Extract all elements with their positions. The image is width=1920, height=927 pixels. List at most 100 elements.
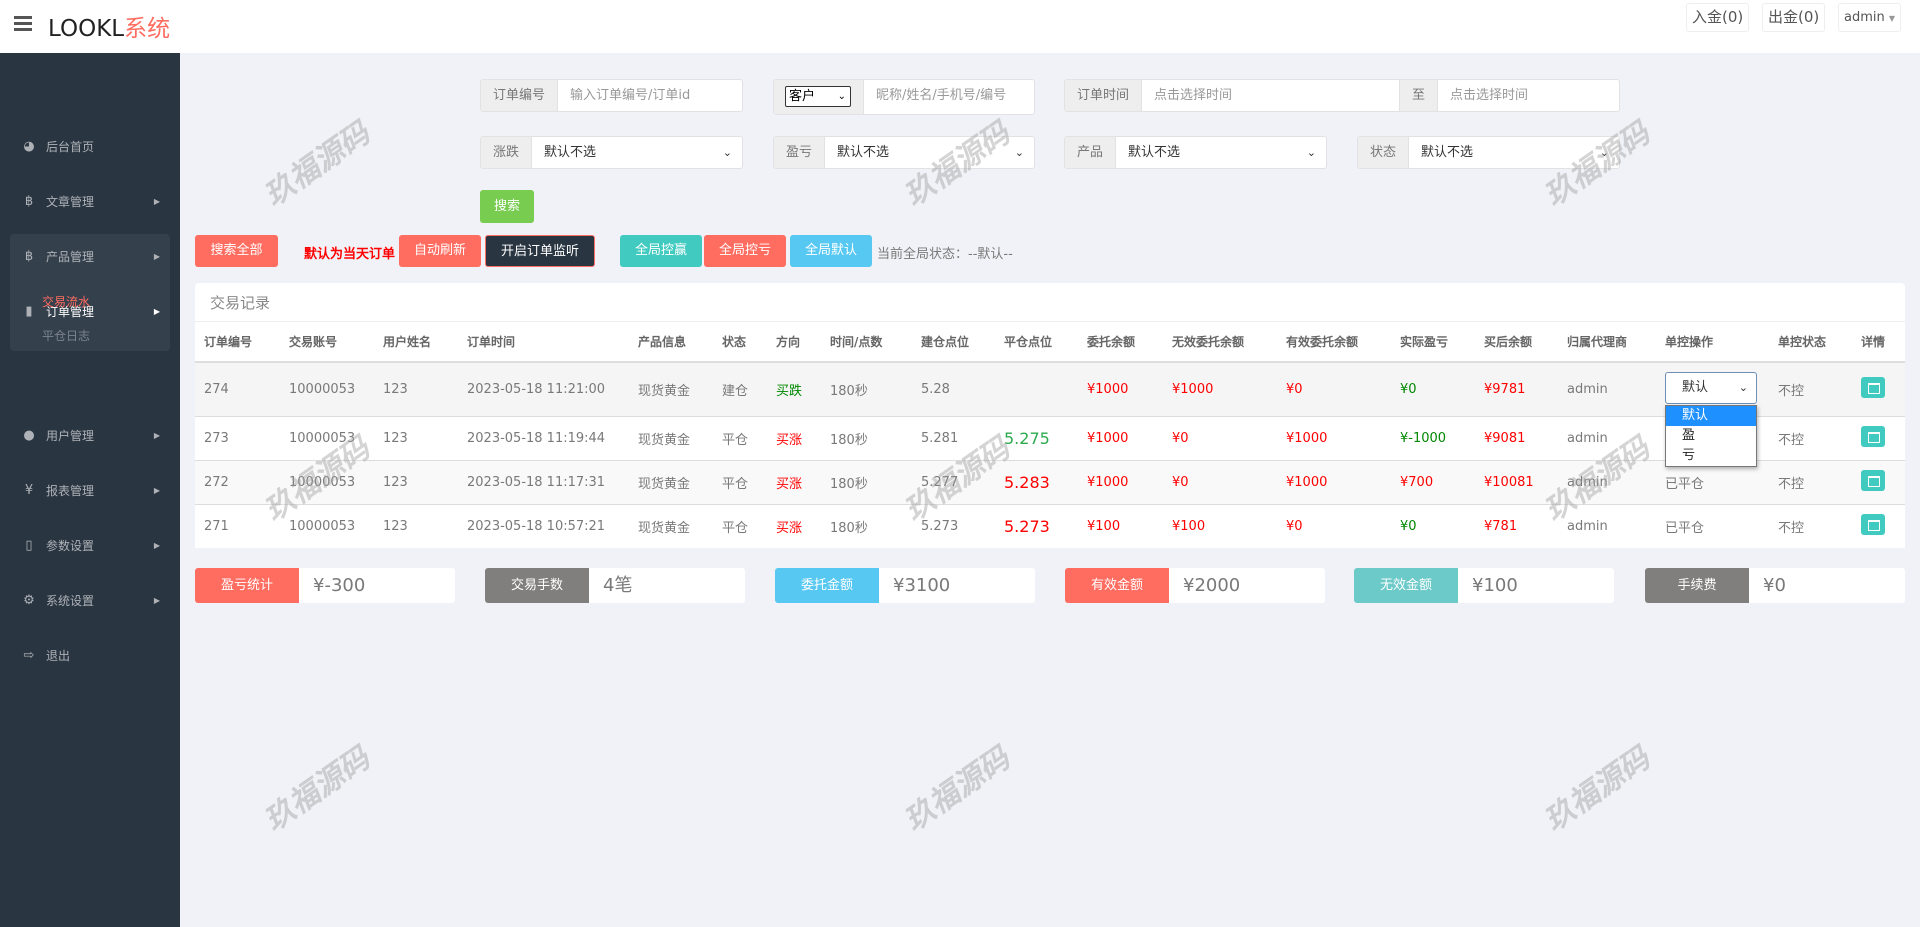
control-select[interactable]: 默认 ⌄ [1665, 372, 1757, 404]
table-row: 271 10000053 123 2023-05-18 10:57:21 现货黄金 平仓买… [195, 504, 1905, 548]
user-menu[interactable]: admin ▼ [1838, 3, 1902, 32]
column-header: 详情 [1852, 321, 1905, 363]
table-cell: 不控 [1769, 416, 1852, 461]
column-header: 交易账号 [280, 321, 374, 363]
deposit-button[interactable]: 入金(0) [1686, 3, 1750, 32]
option-win[interactable]: 盈 [1682, 428, 1696, 443]
order-no-filter: 订单编号 输入订单编号/订单id [480, 79, 743, 112]
control-dropdown: 默认 盈 亏 [1665, 405, 1757, 467]
chevron-down-icon: ⌄ [837, 91, 846, 102]
global-default-button[interactable]: 全局默认 [790, 235, 872, 267]
column-header: 无效委托余额 [1163, 321, 1277, 363]
table-cell: 现货黄金 [629, 416, 713, 461]
table-cell: 5.28 [912, 361, 995, 417]
chevron-down-icon: ⌄ [1306, 146, 1316, 159]
table-cell: admin [1558, 504, 1656, 548]
sidebar-item-logout[interactable]: ⇨ 退出 [10, 635, 170, 675]
control-select-value: 默认 [1682, 380, 1709, 395]
order-time-label: 订单时间 [1065, 80, 1143, 111]
column-header: 单控状态 [1769, 321, 1852, 363]
table-cell: 10000053 [280, 504, 374, 548]
table-cell: ¥1000 [1078, 460, 1163, 505]
detail-icon[interactable] [1861, 513, 1885, 535]
column-header: 状态 [713, 321, 767, 363]
table-cell [1852, 460, 1905, 505]
order-no-label: 订单编号 [481, 80, 559, 111]
table-cell: 2023-05-18 11:17:31 [458, 460, 629, 505]
option-default[interactable]: 默认 [1666, 406, 1756, 426]
table-cell: 买涨 [767, 460, 821, 505]
table-cell: 5.281 [912, 416, 995, 461]
sidebar-item-params[interactable]: ▯ 参数设置 ▶ [10, 525, 170, 565]
table-cell: ¥700 [1391, 460, 1475, 505]
table-cell: 272 [195, 460, 280, 505]
caret-right-icon: ▶ [153, 251, 160, 261]
detail-icon[interactable] [1861, 376, 1885, 398]
logo-accent: 系统 [124, 16, 171, 42]
start-time-input[interactable]: 点击选择时间 [1154, 88, 1233, 103]
table-cell: 平仓 [713, 416, 767, 461]
caret-right-icon: ▶ [153, 430, 160, 440]
sidebar-item-articles[interactable]: ฿ 文章管理 ▶ [10, 181, 170, 221]
option-loss[interactable]: 亏 [1682, 448, 1696, 463]
end-time-input[interactable]: 点击选择时间 [1450, 88, 1529, 103]
customer-type-select[interactable]: 客户 ⌄ [785, 86, 851, 107]
detail-icon[interactable] [1861, 426, 1885, 447]
product-select[interactable]: 默认不选 ⌄ [1116, 137, 1326, 168]
stat-value: ¥3100 [893, 575, 951, 596]
table-cell: 现货黄金 [629, 361, 713, 417]
user-name: admin [1844, 10, 1885, 25]
sidebar-item-home[interactable]: ◕ 后台首页 [10, 126, 170, 166]
stat-label: 手续费 [1645, 568, 1749, 603]
sidebar-item-label: 产品管理 [46, 249, 95, 264]
table-cell: ¥100 [1078, 504, 1163, 548]
chevron-down-icon: ⌄ [1738, 381, 1748, 394]
rise-fall-select[interactable]: 默认不选 ⌄ [532, 137, 742, 168]
table-cell: 买涨 [767, 416, 821, 461]
stat-label: 盈亏统计 [195, 568, 299, 603]
sidebar-item-users[interactable]: ● 用户管理 ▶ [10, 415, 170, 455]
order-monitor-button[interactable]: 开启订单监听 [485, 235, 595, 267]
sidebar-item-label: 后台首页 [46, 139, 95, 154]
table-cell: 已平仓 [1656, 504, 1769, 548]
copy-icon: ▯ [25, 537, 33, 553]
auto-refresh-button[interactable]: 自动刷新 [399, 235, 481, 267]
stat-value: ¥2000 [1183, 575, 1241, 596]
withdraw-button[interactable]: 出金(0) [1762, 3, 1826, 32]
status-value: 默认不选 [1421, 145, 1474, 160]
order-no-input[interactable]: 输入订单编号/订单id [570, 88, 691, 103]
sidebar: ◕ 后台首页 ฿ 文章管理 ▶ ฿ 产品管理 ▶ ▮ 订单管理 ▶ ● 用户管理 ▶ ¥ 报表管理 ▶ ▯ 参数设置… [0, 53, 180, 927]
detail-icon[interactable] [1861, 470, 1885, 491]
column-header: 平仓点位 [995, 321, 1078, 363]
sidebar-item-products[interactable]: ฿ 产品管理 ▶ [10, 236, 170, 276]
column-header: 委托余额 [1078, 321, 1163, 363]
table-cell: 271 [195, 504, 280, 548]
table-cell: ¥-1000 [1391, 416, 1475, 461]
search-all-button[interactable]: 搜索全部 [195, 235, 278, 267]
search-button[interactable]: 搜索 [480, 190, 534, 223]
sidebar-subitem-trade-flow[interactable]: 交易流水 [42, 295, 91, 309]
column-header: 订单时间 [458, 321, 629, 363]
sidebar-item-orders[interactable]: ▮ 订单管理 ▶ [10, 291, 170, 331]
global-win-button[interactable]: 全局控赢 [620, 235, 702, 267]
trade-records-panel: 交易记录 订单编号 交易账号 用户姓名 订单时间 产品信息 状态 方向 时间/点数 建仓点位 平仓… [195, 283, 1905, 548]
profit-loss-select[interactable]: 默认不选 ⌄ [825, 137, 1034, 168]
column-header: 建仓点位 [912, 321, 995, 363]
table-cell: 2023-05-18 10:57:21 [458, 504, 629, 548]
customer-input[interactable]: 昵称/姓名/手机号/编号 [876, 88, 1007, 103]
table-cell: 123 [374, 504, 458, 548]
sidebar-item-system[interactable]: ⚙ 系统设置 ▶ [10, 580, 170, 620]
sidebar-item-reports[interactable]: ¥ 报表管理 ▶ [10, 470, 170, 510]
sidebar-subitem-close-log[interactable]: 平仓日志 [42, 329, 91, 343]
status-select[interactable]: 默认不选 ⌄ [1409, 137, 1619, 168]
menu-icon[interactable] [14, 16, 32, 32]
table-cell: admin [1558, 361, 1656, 417]
column-header: 方向 [767, 321, 821, 363]
global-loss-button[interactable]: 全局控亏 [704, 235, 786, 267]
table-cell: 平仓 [713, 460, 767, 505]
caret-right-icon: ▶ [153, 485, 160, 495]
table-cell: 建仓 [713, 361, 767, 417]
column-header: 用户姓名 [374, 321, 458, 363]
table-cell [1852, 361, 1905, 417]
table-cell: ¥9781 [1475, 361, 1558, 417]
